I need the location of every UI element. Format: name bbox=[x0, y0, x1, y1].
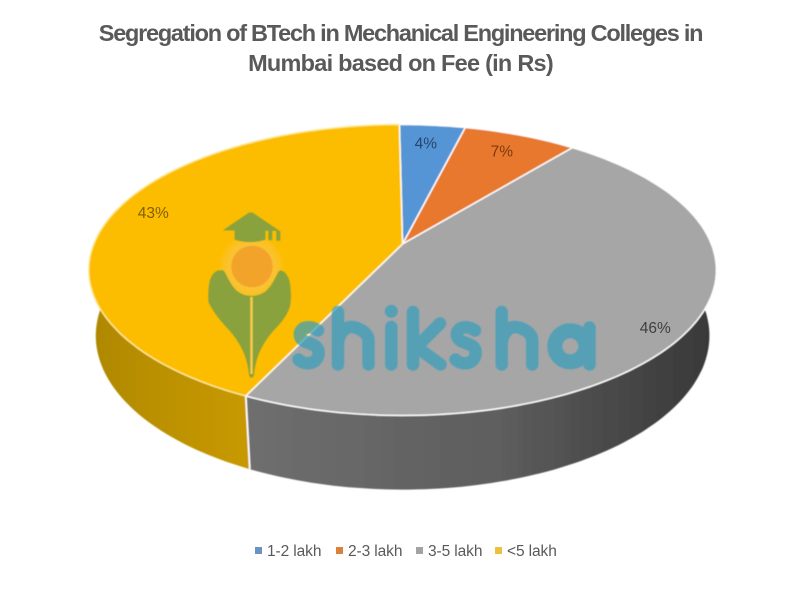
svg-text:7%: 7% bbox=[491, 144, 514, 161]
svg-text:46%: 46% bbox=[640, 320, 671, 337]
svg-text:4%: 4% bbox=[415, 136, 438, 153]
svg-text:43%: 43% bbox=[138, 205, 169, 222]
